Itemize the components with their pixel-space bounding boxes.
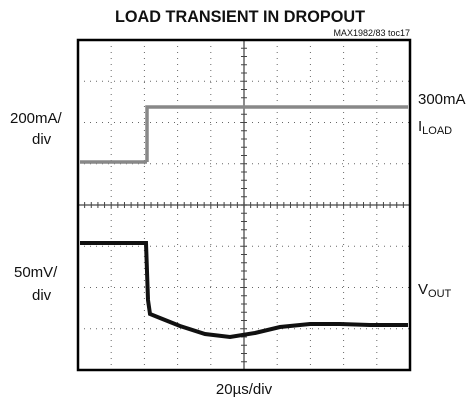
vout-scale: 50mV/ [14,264,58,281]
title: LOAD TRANSIENT IN DROPOUT [115,7,366,26]
time-scale: 20µs/div [216,381,273,398]
graticule [78,40,410,370]
load-trace [80,105,408,164]
load-scale: div [32,131,52,148]
vout-trace [80,241,408,340]
vout-scale: div [32,287,52,304]
subscript: OUT [428,288,452,300]
vout-name: VOUT [418,281,452,300]
load-level: 300mA [418,91,466,108]
load-scale: 200mA/ [10,110,63,127]
subscript: LOAD [422,125,452,137]
symbol: I [418,118,422,135]
screen-frame [76,38,412,372]
load-name: ILOAD [418,118,452,137]
note: MAX1982/83 toc17 [333,28,410,38]
symbol: V [418,281,428,298]
